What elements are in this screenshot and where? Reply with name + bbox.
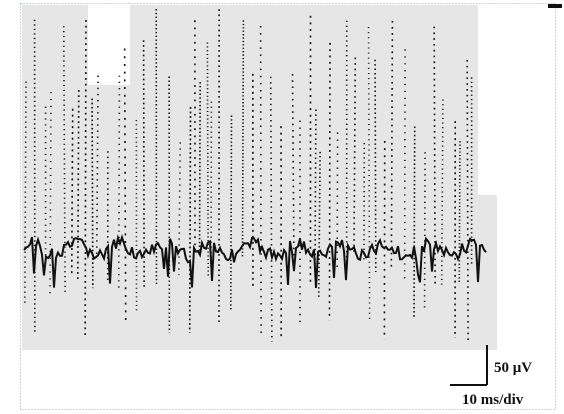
page: 50 μV 10 ms/div (() => { const data = JS… bbox=[0, 0, 564, 414]
scan-gap bbox=[478, 5, 555, 195]
time-label: 10 ms/div bbox=[462, 392, 524, 408]
corner-mark bbox=[548, 4, 562, 8]
spike bbox=[375, 60, 376, 272]
voltage-label: 50 μV bbox=[494, 360, 532, 376]
scan-gap bbox=[88, 5, 130, 85]
figure: 50 μV 10 ms/div bbox=[0, 0, 564, 414]
